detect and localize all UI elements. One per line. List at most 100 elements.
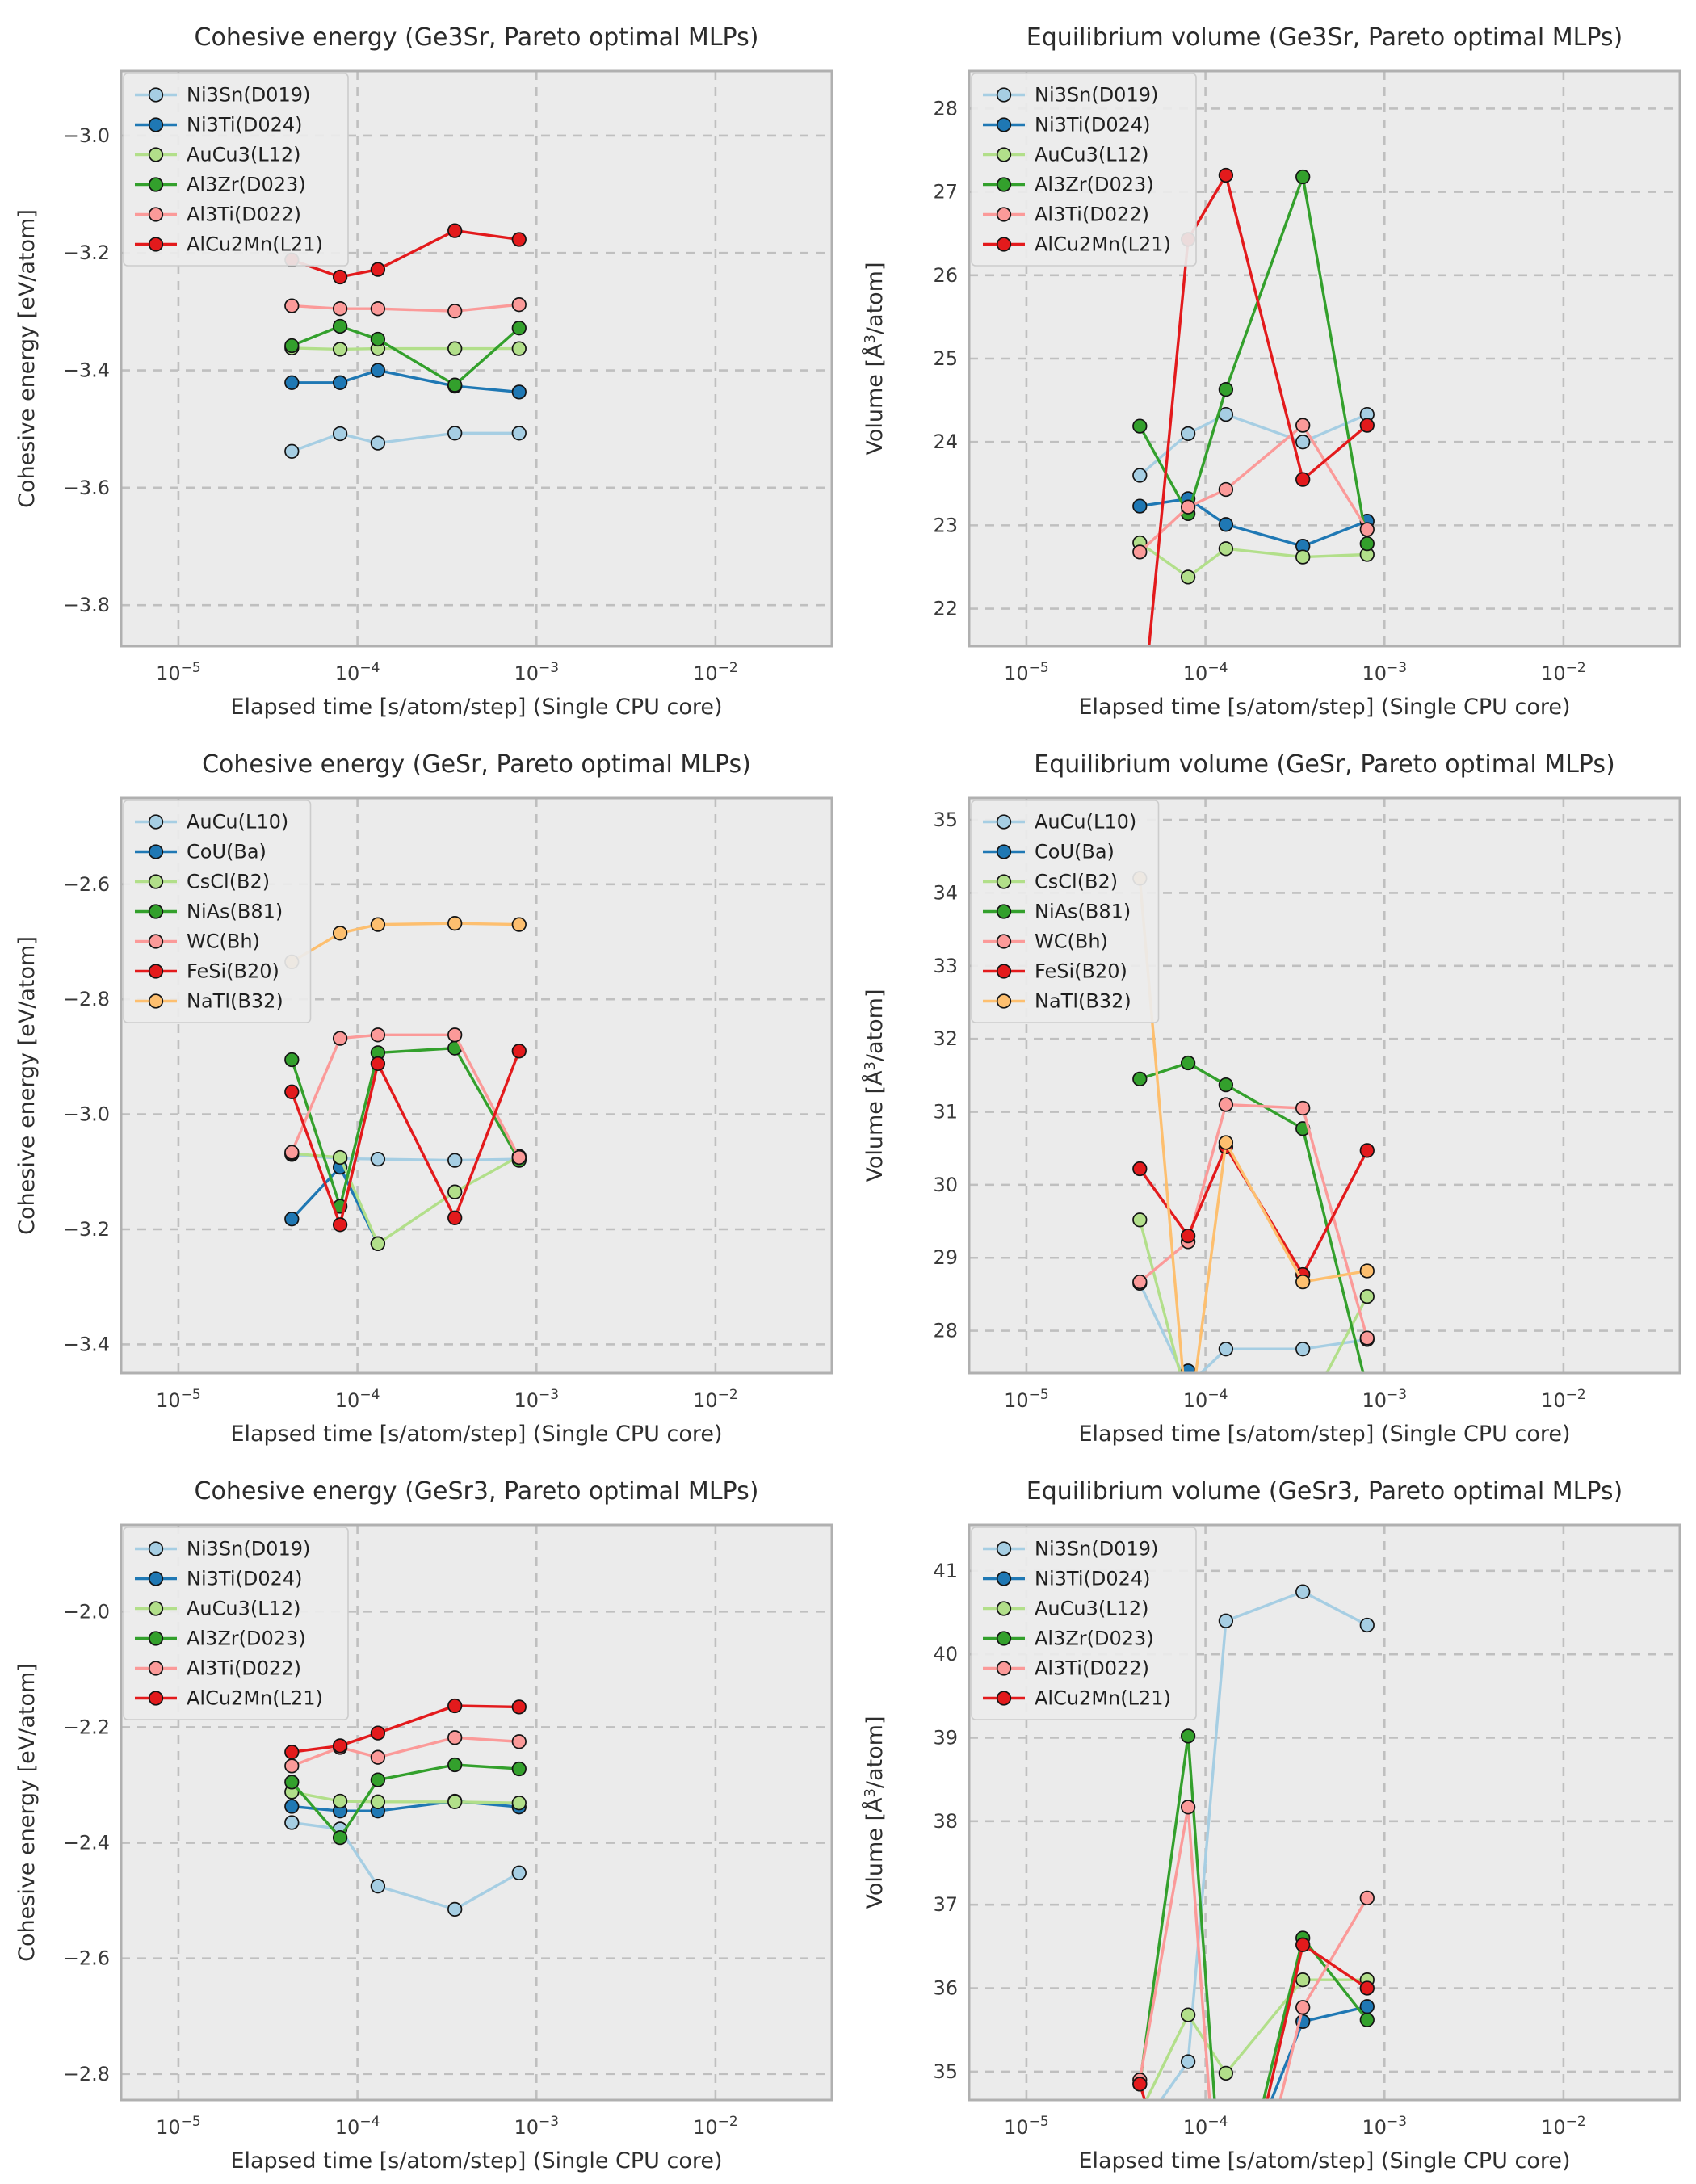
legend-item-FeSi(B20): FeSi(B20) xyxy=(983,960,1127,983)
legend-sample-marker xyxy=(996,237,1012,252)
data-point-Al3Zr(D023) xyxy=(1295,169,1311,185)
data-point-Al3Zr(D023) xyxy=(511,321,527,336)
data-point-NaTl(B32) xyxy=(447,916,463,931)
plot-border xyxy=(968,1523,1681,2102)
y-tick-label: 33 xyxy=(933,955,958,977)
data-point-FeSi(B20) xyxy=(1180,1228,1196,1244)
data-point-AuCu3(L12) xyxy=(511,1796,527,1811)
y-tick-label: 22 xyxy=(933,598,958,620)
data-point-CsCl(B2) xyxy=(447,1184,463,1199)
chart-title: Equilibrium volume (GeSr, Pareto optimal… xyxy=(1034,750,1614,779)
x-tick-label: 10−4 xyxy=(1183,660,1228,685)
data-point-Al3Ti(D022) xyxy=(332,301,348,317)
data-point-Al3Zr(D023) xyxy=(370,1772,386,1787)
legend-label: NaTl(B32) xyxy=(1035,990,1131,1013)
x-axis-label: Elapsed time [s/atom/step] (Single CPU c… xyxy=(1078,2148,1570,2174)
legend-item-NaTl(B32): NaTl(B32) xyxy=(983,990,1131,1013)
data-point-Al3Zr(D023) xyxy=(284,338,300,354)
legend-sample-marker xyxy=(148,844,164,859)
plot-border xyxy=(120,69,833,648)
data-point-Al3Zr(D023) xyxy=(1180,1728,1196,1744)
series-line-CsCl(B2) xyxy=(1138,1219,1369,1373)
y-tick-label: −2.6 xyxy=(63,1947,110,1970)
data-point-AlCu2Mn(L21) xyxy=(1295,1937,1311,1952)
plot-border xyxy=(120,1523,833,2102)
legend-item-AlCu2Mn(L21): AlCu2Mn(L21) xyxy=(135,1687,323,1710)
data-point-Al3Zr(D023) xyxy=(332,318,348,334)
x-tick-label: 10−4 xyxy=(335,660,380,685)
x-tick-label: 10−5 xyxy=(156,1387,201,1412)
series-group xyxy=(1132,167,1375,646)
data-point-AlCu2Mn(L21) xyxy=(1132,2077,1148,2092)
data-point-NaTl(B32) xyxy=(511,917,527,932)
y-tick-label: −2.4 xyxy=(63,1832,110,1854)
y-tick-label: −3.2 xyxy=(63,242,110,264)
y-tick-label: −3.0 xyxy=(63,124,110,147)
data-point-Ni3Ti(D024) xyxy=(284,1799,300,1814)
data-point-AuCu3(L12) xyxy=(1133,2106,1147,2120)
legend-label: AuCu3(L12) xyxy=(187,144,301,166)
series-group xyxy=(1132,1584,1375,2120)
y-tick-label: 26 xyxy=(933,264,958,287)
legend-item-AuCu(L10): AuCu(L10) xyxy=(983,811,1136,834)
legend-label: AlCu2Mn(L21) xyxy=(1035,233,1171,256)
data-point-Ni3Sn(D019) xyxy=(370,435,386,451)
legend-label: NaTl(B32) xyxy=(187,990,283,1013)
y-axis-label: Volume [Å3/atom] xyxy=(862,262,888,455)
legend-sample-marker xyxy=(996,844,1012,859)
legend: AuCu(L10) CoU(Ba) CsCl(B2) NiAs(B81) WC(Bh) F… xyxy=(123,800,312,1023)
data-point-WC(Bh) xyxy=(1218,1097,1234,1112)
legend-label: Ni3Sn(D019) xyxy=(187,84,310,107)
y-axis-label: Volume [Å3/atom] xyxy=(862,1716,888,1909)
data-point-AuCu3(L12) xyxy=(447,1794,463,1809)
data-point-Al3Ti(D022) xyxy=(1359,522,1375,537)
legend-item-AuCu(L10): AuCu(L10) xyxy=(135,811,288,834)
legend-label: AuCu3(L12) xyxy=(1035,1598,1149,1620)
legend-sample-marker xyxy=(996,117,1012,132)
data-point-AuCu3(L12) xyxy=(447,341,463,356)
y-axis-label: Volume [Å3/atom] xyxy=(862,989,888,1182)
data-point-AlCu2Mn(L21) xyxy=(370,262,386,277)
data-point-Al3Ti(D022) xyxy=(1180,499,1196,514)
data-point-NiAs(B81) xyxy=(1180,1055,1196,1071)
legend-label: Al3Ti(D022) xyxy=(187,1657,301,1680)
data-point-AuCu(L10) xyxy=(447,1153,463,1168)
legend-label: Al3Ti(D022) xyxy=(1035,1657,1149,1680)
data-point-Al3Ti(D022) xyxy=(511,1734,527,1749)
x-tick-label: 10−4 xyxy=(335,1387,380,1412)
legend-sample-marker xyxy=(148,934,164,949)
data-point-Ni3Sn(D019) xyxy=(447,1901,463,1917)
legend-label: Ni3Ti(D024) xyxy=(1035,114,1151,136)
y-tick-label: 39 xyxy=(933,1727,958,1749)
legend-item-Al3Ti(D022): Al3Ti(D022) xyxy=(983,204,1149,226)
series-line-AlCu2Mn(L21) xyxy=(1138,1943,1368,2100)
data-point-NaTl(B32) xyxy=(1295,1274,1311,1290)
legend-box xyxy=(123,73,349,267)
legend-item-Al3Zr(D023): Al3Zr(D023) xyxy=(135,174,306,196)
chart-cohesive-ge3sr: Cohesive energy (Ge3Sr, Pareto optimal M… xyxy=(15,23,833,720)
data-point-AuCu3(L12) xyxy=(332,342,348,357)
legend-item-Al3Zr(D023): Al3Zr(D023) xyxy=(135,1628,306,1650)
data-point-Al3Ti(D022) xyxy=(370,301,386,317)
data-point-AuCu3(L12) xyxy=(1180,569,1196,585)
data-point-AuCu3(L12) xyxy=(1218,2065,1234,2081)
chart-volume-gesr: Equilibrium volume (GeSr, Pareto optimal… xyxy=(862,750,1681,1447)
x-tick-label: 10−4 xyxy=(1183,1387,1228,1412)
data-point-Ni3Ti(D024) xyxy=(1359,1999,1375,2014)
series-group xyxy=(284,1698,527,1917)
x-tick-label: 10−5 xyxy=(156,660,201,685)
chart-title: Cohesive energy (GeSr, Pareto optimal ML… xyxy=(202,750,751,779)
y-tick-label: 28 xyxy=(933,97,958,120)
data-point-Ni3Sn(D019) xyxy=(332,426,348,442)
subplot-volume-ge3sr: Equilibrium volume (Ge3Sr, Pareto optima… xyxy=(848,0,1696,727)
legend-label: FeSi(B20) xyxy=(187,960,279,983)
x-tick-label: 10−4 xyxy=(1183,2114,1228,2139)
data-point-AlCu2Mn(L21) xyxy=(1359,1980,1375,1996)
legend-sample-marker xyxy=(148,1690,164,1706)
legend-item-AlCu2Mn(L21): AlCu2Mn(L21) xyxy=(983,233,1171,256)
data-point-Al3Zr(D023) xyxy=(447,1757,463,1773)
legend-sample-marker xyxy=(148,1661,164,1676)
legend-sample-marker xyxy=(996,934,1012,949)
data-point-Ni3Sn(D019) xyxy=(284,1815,300,1830)
y-tick-label: −2.8 xyxy=(63,2063,110,2085)
